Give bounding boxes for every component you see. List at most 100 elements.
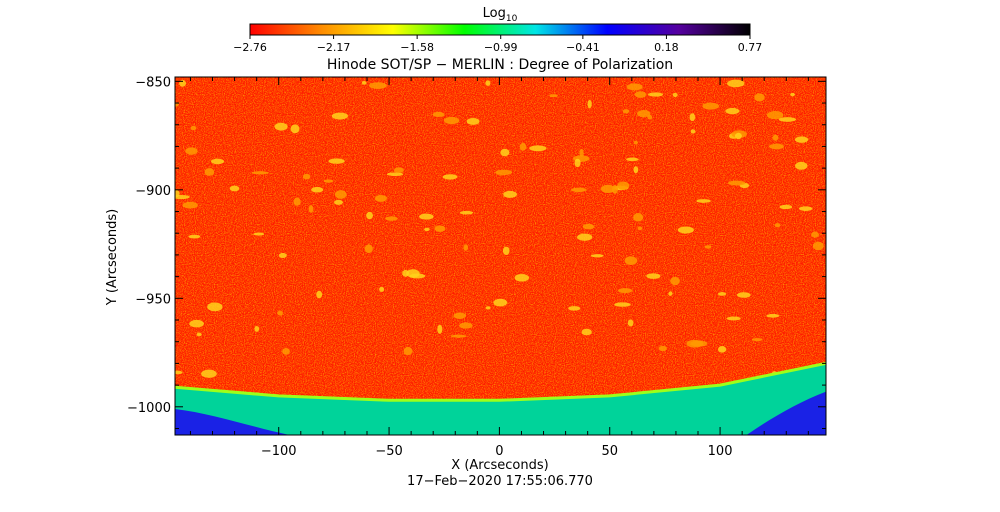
- polarization-patch: [795, 161, 808, 170]
- colorbar-tick-label: −0.41: [566, 41, 600, 54]
- polarization-patch: [366, 211, 373, 220]
- polarization-patch: [582, 223, 595, 230]
- polarization-patch: [450, 334, 467, 338]
- polarization-patch: [725, 107, 740, 115]
- polarization-patch: [437, 324, 443, 334]
- polarization-patch: [229, 185, 240, 192]
- polarization-patch: [278, 252, 287, 259]
- polarization-patch: [611, 185, 619, 194]
- polarization-patch: [579, 148, 584, 157]
- polarization-patch: [316, 290, 323, 299]
- polarization-patch: [633, 166, 639, 174]
- limb-edge: [175, 361, 826, 402]
- polarization-patch: [794, 136, 809, 143]
- polarization-patch: [812, 241, 824, 251]
- y-tick-label: −1000: [127, 401, 171, 416]
- colorbar-tick-label: −1.58: [400, 41, 434, 54]
- x-tick-label: −50: [375, 444, 402, 459]
- polarization-patch: [459, 210, 474, 215]
- polarization-patch: [677, 226, 694, 234]
- polarization-patch: [463, 244, 469, 251]
- polarization-patch: [633, 213, 644, 222]
- polarization-patch: [637, 110, 651, 118]
- polarization-patch: [386, 172, 404, 177]
- polarization-patch: [626, 83, 643, 91]
- polarization-patch: [696, 199, 711, 203]
- polarization-patch: [419, 213, 434, 220]
- polarization-patch: [185, 147, 198, 155]
- polarization-patch: [766, 110, 784, 120]
- chart-title: Hinode SOT/SP − MERLIN : Degree of Polar…: [327, 57, 673, 73]
- y-tick-label: −950: [135, 292, 171, 307]
- polarization-patch: [485, 306, 491, 310]
- polarization-patch: [798, 206, 813, 211]
- polarization-patch: [182, 201, 198, 209]
- polarization-patch: [466, 118, 480, 125]
- polarization-patch: [774, 223, 781, 228]
- polarization-patch: [406, 269, 420, 278]
- polarization-patch: [328, 158, 345, 164]
- polarization-patch: [207, 302, 223, 312]
- polarization-patch: [670, 276, 680, 286]
- polarization-patch: [211, 158, 225, 165]
- colorbar: Log10 −2.76 −2.17 −1.58 −0.99 −0.41 0.18 0.77: [233, 6, 762, 54]
- polarization-patch: [379, 286, 385, 292]
- polarization-patch: [690, 129, 696, 134]
- polarization-patch: [614, 302, 631, 307]
- polarization-patch: [442, 174, 458, 180]
- x-axis-label: X (Arcseconds): [451, 458, 548, 473]
- polarization-patch: [647, 92, 664, 97]
- polarization-patch: [253, 232, 265, 236]
- polarization-patch: [175, 370, 183, 375]
- polarization-patch: [251, 171, 269, 175]
- timestamp-footer: 17−Feb−2020 17:55:06.770: [407, 474, 593, 489]
- polarization-patch: [374, 195, 387, 202]
- polarization-patch: [717, 345, 727, 353]
- polarization-patch: [311, 186, 324, 193]
- polarization-patch: [529, 145, 547, 152]
- polarization-patches: [175, 79, 824, 378]
- polarization-patch: [190, 125, 197, 131]
- polarization-patch: [624, 256, 638, 265]
- polarization-patch: [175, 194, 190, 200]
- polarization-patch: [493, 298, 508, 307]
- colorbar-label: Log10: [483, 6, 518, 24]
- polarization-patch: [514, 274, 530, 282]
- polarization-patch: [778, 117, 797, 122]
- polarization-patch: [704, 245, 712, 249]
- polarization-patch: [393, 167, 404, 174]
- polarization-patch: [717, 292, 727, 296]
- polarization-patch: [727, 79, 745, 88]
- polarization-patch: [290, 124, 300, 134]
- polarization-patch: [331, 112, 348, 120]
- polarization-patch: [736, 292, 751, 298]
- y-axis: −850 −900 −950 −1000: [127, 75, 826, 429]
- polarization-patch: [734, 132, 742, 140]
- polarization-patch: [282, 347, 290, 355]
- polarization-patch: [453, 312, 466, 320]
- polarization-patch: [334, 199, 343, 205]
- polarization-patch: [766, 313, 780, 318]
- polarization-patch: [702, 102, 720, 110]
- polarization-patch: [424, 227, 430, 232]
- x-tick-label: 50: [601, 444, 618, 459]
- polarization-patch: [334, 190, 347, 199]
- colorbar-tick-label: −2.17: [317, 41, 351, 54]
- polarization-patch: [790, 92, 795, 97]
- polarization-patch: [574, 158, 581, 168]
- polarization-patch: [726, 316, 741, 321]
- plot-area: [175, 77, 826, 435]
- polarization-patch: [779, 204, 793, 210]
- colorbar-ticks: −2.76 −2.17 −1.58 −0.99 −0.41 0.18 0.77: [233, 35, 762, 54]
- polarization-patch: [751, 338, 763, 342]
- polarization-patch: [368, 82, 387, 89]
- polarization-patch: [364, 244, 373, 254]
- polarization-patch: [444, 116, 460, 125]
- polarization-patch: [672, 92, 678, 97]
- polarization-patch: [302, 173, 311, 180]
- off-limb-region: [175, 363, 826, 435]
- polarization-patch: [690, 340, 708, 347]
- polarization-patch: [502, 246, 510, 256]
- polarization-patch: [434, 225, 446, 232]
